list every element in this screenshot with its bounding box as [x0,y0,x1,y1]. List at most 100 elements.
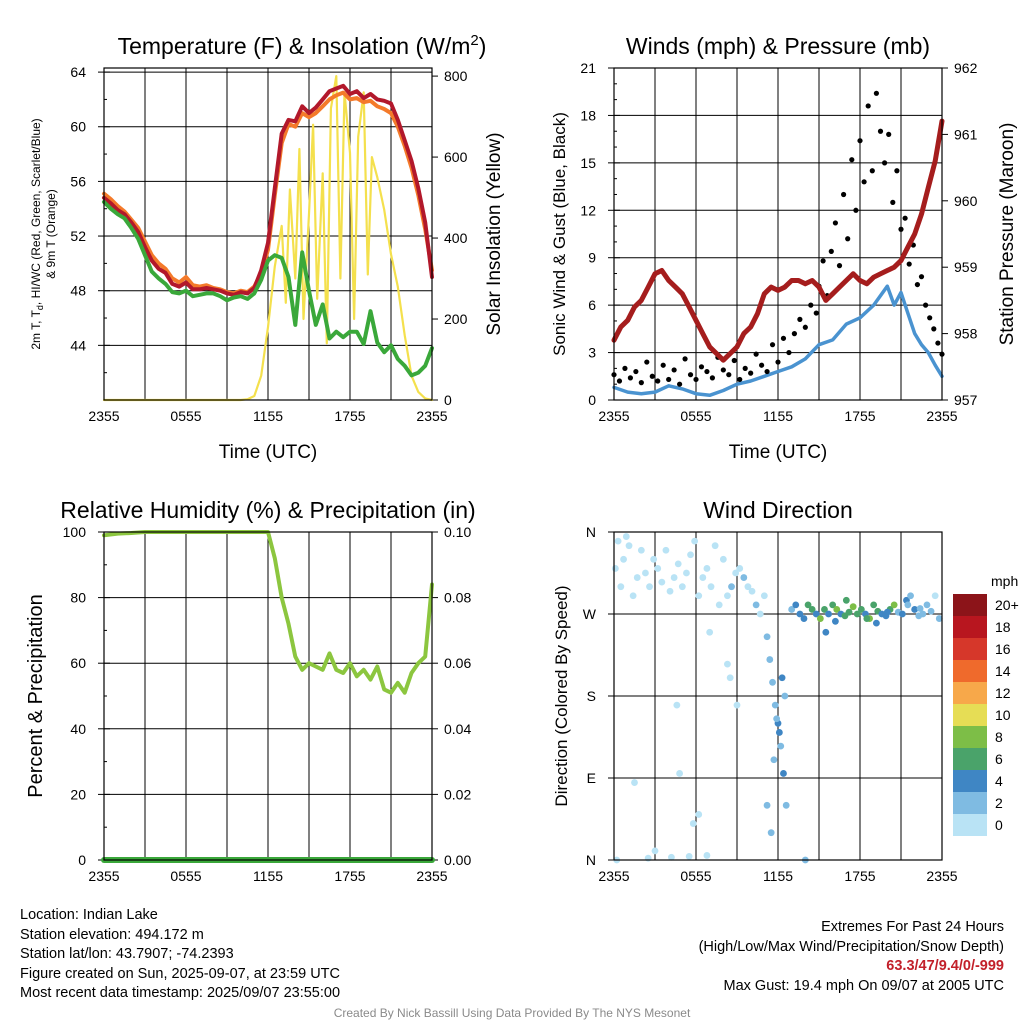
colorbar-swatch [953,594,987,616]
colorbar-label: 18 [995,619,1011,635]
direction-point [662,546,670,554]
direction-point [691,537,699,545]
y-tick-label-left: S [587,688,596,704]
winds-pressure-chart: 2355 0555 1155 1755 235503691215182195795895… [550,33,1018,463]
gust-point [616,378,623,384]
direction-point [668,853,675,861]
gust-point [682,356,688,362]
y-tick-label-left: 60 [70,119,86,135]
gust-point [802,324,808,330]
y-tick-label-right: 959 [954,259,978,275]
series-line-2m-t [102,83,434,297]
y-tick-label-left: 12 [580,202,596,218]
direction-point [931,592,939,600]
direction-point [703,852,711,859]
gust-point [791,331,798,337]
direction-point [646,583,653,591]
direction-point [611,565,619,572]
direction-point [769,678,776,686]
direction-point [678,583,686,591]
gust-point [671,367,677,373]
direction-point [904,601,912,609]
direction-point [812,610,820,618]
y-tick-label-left: 6 [588,297,596,313]
gust-point [655,378,661,384]
gust-point [786,349,792,356]
direction-point [744,583,752,591]
gust-point [737,376,743,383]
station-location: Location: Indian Lake [20,907,158,923]
gust-point [698,364,705,370]
y-tick-label-left: 18 [580,107,596,123]
direction-point [711,542,719,550]
y-axis-label-left: Direction (Colored By Speed) [552,585,571,806]
gust-point [927,315,933,321]
colorbar-label: 12 [995,685,1011,701]
gust-point [704,368,710,375]
y-tick-label-right: 400 [444,230,468,246]
y-tick-label-left: W [583,606,597,622]
y-tick-label-right: 961 [954,126,978,142]
colorbar-swatch [953,748,987,770]
x-tick-label: 1155 [763,868,793,884]
direction-point [770,756,778,764]
direction-point [782,801,790,809]
gust-point [845,236,851,242]
direction-point [792,601,800,609]
direction-point [778,674,786,682]
series-line-sonic-wind [612,284,944,398]
y-tick-label-left: 48 [70,283,86,299]
direction-point [666,587,674,595]
extremes-legend: (High/Low/Max Wind/Precipitation/Snow De… [698,938,1004,955]
gust-point [820,258,826,264]
y-tick-label-right: 0.10 [444,524,471,540]
direction-point [683,569,690,577]
direction-point [707,583,715,591]
y-axis-label-left-line2: & 9m T (Orange) [44,189,58,279]
gust-point [918,274,925,280]
y-tick-label-left: 9 [588,250,596,266]
direction-point [676,770,683,777]
direction-point [724,660,731,668]
x-tick-label: 1155 [253,868,283,884]
direction-point [614,537,622,545]
y-tick-label-left: N [586,524,596,540]
extremes-title: Extremes For Past 24 Hours [821,919,1004,935]
direction-point [907,592,914,600]
y-tick-label-right: 962 [954,60,978,76]
gust-point [861,179,867,185]
y-tick-label-right: 960 [954,193,978,209]
direction-point [658,578,666,586]
direction-point [870,601,878,609]
station-elevation: Station elevation: 494.172 m [20,926,204,943]
gust-point [808,302,814,308]
y-axis-label-left: Percent & Precipitation [25,594,47,797]
y-tick-label-left: 20 [70,786,86,802]
direction-point [923,601,931,609]
direction-point [756,610,764,618]
gust-point [898,226,904,232]
direction-point [733,701,741,709]
direction-point [726,674,734,682]
y-tick-label-right: 0.00 [444,852,471,868]
chart-title: Temperature (F) & Insolation (W/m2) [118,32,487,59]
gust-point [849,157,855,163]
direction-point [703,565,711,572]
y-axis-label-left: 2m T, Td, HI/WC (Red, Green, Scarlet/Blu… [29,118,45,349]
station-info: Location: Indian Lake Station elevation:… [20,906,340,1004]
x-tick-label: 2355 [88,868,119,884]
direction-point [804,601,812,609]
y-tick-label-left: 15 [580,155,596,171]
x-tick-label: 1755 [334,408,365,424]
gust-point [764,368,770,375]
colorbar-title: mph [991,573,1018,589]
direction-point [642,569,649,577]
colorbar-swatch [953,704,987,726]
y-tick-label-right: 800 [444,68,468,84]
gust-point [873,90,880,96]
x-tick-label: 2355 [88,408,119,424]
gust-point [923,302,929,308]
chart-title: Winds (mph) & Pressure (mb) [626,33,930,59]
x-axis-label: Time (UTC) [729,442,828,463]
